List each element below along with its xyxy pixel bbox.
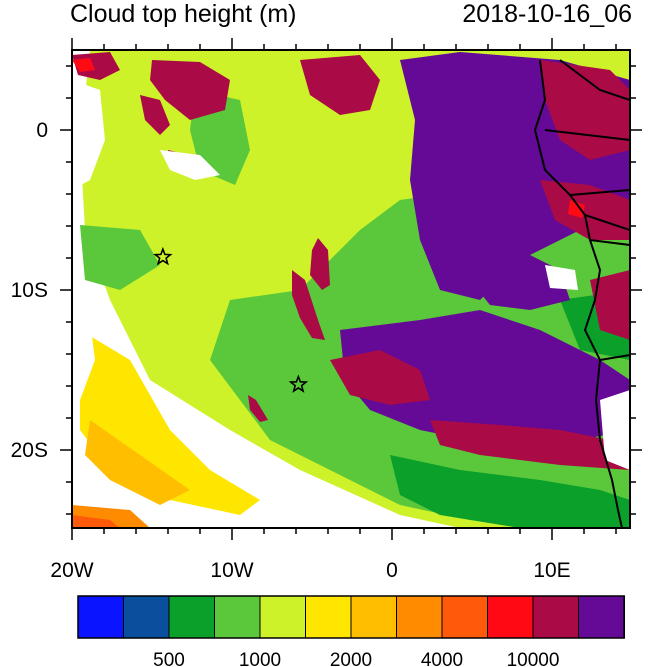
title-left: Cloud top height (m) xyxy=(70,0,297,28)
colorbar-segment xyxy=(350,595,398,639)
colorbar-label-500: 500 xyxy=(153,650,185,667)
site-markers xyxy=(153,246,309,393)
lon-label-20w: 20W xyxy=(50,559,93,582)
colorbar-segment xyxy=(77,595,125,639)
star-marker-8s xyxy=(153,246,173,266)
lon-label-0: 0 xyxy=(386,559,398,582)
colorbar-label-2000: 2000 xyxy=(330,650,372,667)
star-marker-16s xyxy=(288,374,309,393)
country-border xyxy=(544,59,630,361)
colorbar-label-1000: 1000 xyxy=(239,650,281,667)
colorbar-segment xyxy=(259,595,307,639)
colorbar xyxy=(77,595,625,639)
lon-label-10e: 10E xyxy=(533,559,570,582)
colorbar-segment xyxy=(441,595,489,639)
colorbar-label-4000: 4000 xyxy=(421,650,463,667)
colorbar-label-10000: 10000 xyxy=(507,650,560,667)
african-coastline xyxy=(533,59,623,528)
colorbar-segment xyxy=(396,595,443,639)
colorbar-segment xyxy=(578,595,625,639)
colorbar-segment xyxy=(214,595,261,639)
colorbar-segment xyxy=(532,595,580,639)
map-frame xyxy=(71,49,631,529)
colorbar-frame xyxy=(77,595,625,639)
colorbar-segment xyxy=(305,595,352,639)
lon-label-10w: 10W xyxy=(210,559,253,582)
lat-label-0: 0 xyxy=(36,119,48,142)
colorbar-segment xyxy=(123,595,170,639)
lat-label-10s: 10S xyxy=(11,279,48,302)
title-right: 2018-10-16_06 xyxy=(462,0,632,28)
colorbar-segment xyxy=(487,595,534,639)
axis-ticks xyxy=(60,38,642,540)
colorbar-segment xyxy=(168,595,216,639)
lat-label-20s: 20S xyxy=(11,439,48,462)
cloud-top-height-field xyxy=(72,50,630,528)
